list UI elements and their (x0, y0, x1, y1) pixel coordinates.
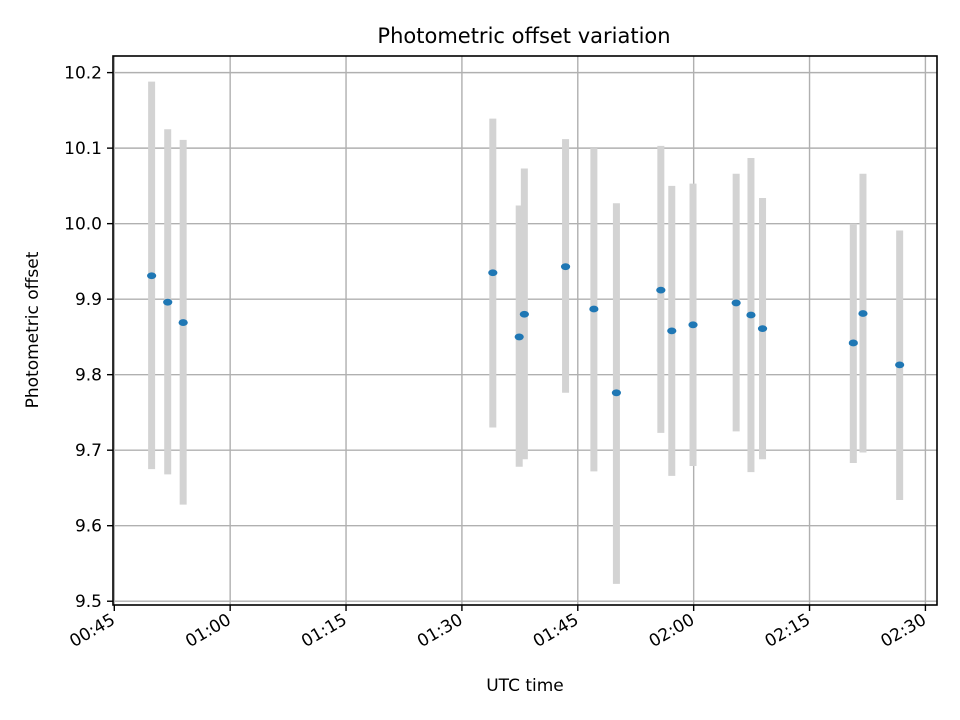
data-point (163, 298, 173, 306)
data-point (688, 321, 698, 329)
data-point (858, 310, 868, 317)
data-points (147, 263, 905, 397)
y-tick-label: 9.6 (75, 517, 102, 537)
data-point (895, 361, 905, 369)
y-tick-label: 10.1 (64, 139, 102, 159)
data-point (560, 263, 571, 271)
data-point (589, 305, 599, 313)
y-tick-label: 9.8 (75, 366, 102, 386)
y-axis-label: Photometric offset (23, 251, 43, 408)
data-point (656, 286, 666, 294)
data-point (848, 339, 858, 347)
data-point (178, 319, 188, 326)
y-tick-label: 9.7 (75, 441, 102, 461)
data-point (731, 299, 741, 307)
y-tick-label: 9.9 (75, 290, 102, 310)
y-tick-label: 10.0 (64, 215, 102, 235)
data-point (147, 272, 157, 280)
data-point (667, 327, 677, 335)
data-point (746, 311, 756, 319)
y-tick-label: 9.5 (75, 592, 102, 612)
x-axis-label: UTC time (486, 676, 564, 696)
data-point (488, 269, 498, 277)
plot-frame (112, 55, 938, 606)
data-point (514, 333, 524, 341)
axes (107, 55, 938, 611)
chart-title: Photometric offset variation (377, 24, 670, 48)
data-point (757, 325, 768, 333)
data-point (611, 389, 622, 397)
y-tick-label: 10.2 (64, 64, 102, 84)
data-point (519, 310, 529, 318)
